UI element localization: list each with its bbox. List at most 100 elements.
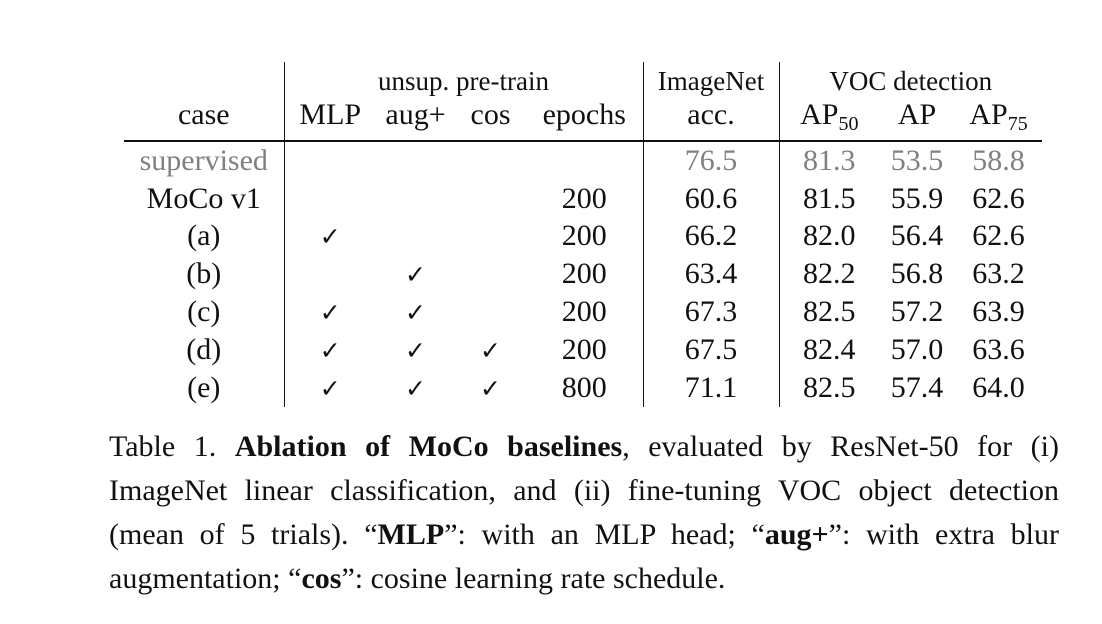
cell-cos bbox=[455, 255, 526, 293]
cell-mlp bbox=[283, 255, 376, 294]
table-row-moco-v1: MoCo v1 200 60.6 81.5 55.9 62.6 bbox=[124, 179, 1042, 218]
caption-text-3: ”: with extra blur augmentation; “ bbox=[109, 518, 1059, 595]
table-row-b: (b) ✓ 200 63.4 82.2 56.8 63.2 bbox=[124, 255, 1042, 294]
header-ap50-base: AP bbox=[800, 98, 839, 131]
check-mark-icon: ✓ bbox=[405, 260, 426, 290]
cell-ap50: 82.2 bbox=[778, 255, 880, 294]
group-imagenet: ImageNet bbox=[642, 62, 780, 100]
header-ap: AP bbox=[879, 100, 956, 142]
check-mark-icon: ✓ bbox=[405, 373, 426, 403]
group-voc-detection: VOC detection bbox=[778, 62, 1043, 100]
table-caption: Table 1. Ablation of MoCo baselines, eva… bbox=[109, 425, 1059, 601]
cell-ap75: 62.6 bbox=[972, 219, 1025, 253]
caption-term-cos: cos bbox=[301, 562, 342, 595]
cell-epochs: 200 bbox=[561, 295, 607, 329]
cell-mlp: ✓ bbox=[283, 330, 376, 369]
table-body: supervised 76.5 81.3 53.5 58.8 MoCo v1 2… bbox=[124, 141, 1042, 407]
cell-ap: 57.4 bbox=[890, 370, 944, 404]
check-mark-icon: ✓ bbox=[405, 298, 426, 328]
cell-case: supervised bbox=[139, 143, 268, 177]
header-ap75-subscript: 75 bbox=[1007, 113, 1028, 135]
cell-aug: ✓ bbox=[376, 255, 455, 293]
cell-ap: 57.2 bbox=[890, 295, 944, 329]
cell-ap: 53.5 bbox=[890, 143, 944, 177]
cell-ap50: 81.5 bbox=[778, 179, 880, 218]
cell-aug bbox=[376, 141, 455, 180]
cell-ap: 56.4 bbox=[890, 219, 944, 253]
check-mark-icon: ✓ bbox=[480, 335, 501, 365]
cell-ap50: 82.5 bbox=[778, 293, 880, 331]
caption-term-aug: aug+ bbox=[764, 518, 829, 551]
ablation-table-container: unsup. pre-train ImageNet VOC detection … bbox=[124, 62, 1043, 407]
cell-ap: 55.9 bbox=[890, 181, 944, 215]
header-acc: acc. bbox=[642, 100, 780, 142]
cell-case: MoCo v1 bbox=[146, 181, 261, 215]
cell-mlp bbox=[283, 179, 376, 218]
cell-ap50: 82.4 bbox=[778, 330, 880, 369]
header-epochs: epochs bbox=[526, 100, 644, 142]
cell-acc: 67.3 bbox=[642, 293, 780, 331]
cell-acc: 71.1 bbox=[642, 368, 780, 407]
cell-ap75: 63.9 bbox=[972, 295, 1025, 329]
cell-ap: 56.8 bbox=[890, 257, 944, 291]
cell-acc: 76.5 bbox=[642, 141, 780, 180]
header-case: case bbox=[124, 100, 284, 142]
cell-cos: ✓ bbox=[455, 331, 526, 369]
caption-title: Ablation of MoCo baselines bbox=[234, 430, 623, 463]
column-header-row: case MLP aug+ cos epochs acc. AP50 AP AP… bbox=[124, 98, 1043, 142]
check-mark-icon: ✓ bbox=[405, 335, 426, 365]
group-header-row: unsup. pre-train ImageNet VOC detection bbox=[124, 62, 1043, 100]
cell-mlp: ✓ bbox=[283, 293, 376, 331]
cell-acc: 67.5 bbox=[642, 330, 780, 369]
cell-aug: ✓ bbox=[376, 293, 455, 331]
header-ap75-base: AP bbox=[969, 98, 1008, 131]
cell-ap50: 82.5 bbox=[778, 368, 880, 407]
header-ap50-subscript: 50 bbox=[838, 113, 859, 135]
cell-cos: ✓ bbox=[455, 369, 526, 407]
cell-mlp: ✓ bbox=[283, 368, 376, 407]
header-ap75: AP75 bbox=[955, 98, 1043, 142]
group-unsup-pretrain: unsup. pre-train bbox=[283, 62, 644, 100]
ablation-table: unsup. pre-train ImageNet VOC detection … bbox=[124, 62, 1043, 407]
header-aug: aug+ bbox=[376, 100, 455, 142]
check-mark-icon: ✓ bbox=[319, 298, 341, 328]
cell-aug bbox=[376, 180, 455, 218]
check-mark-icon: ✓ bbox=[319, 222, 341, 252]
cell-case: (e) bbox=[187, 370, 221, 404]
cell-epochs: 200 bbox=[561, 257, 607, 291]
caption-text-2: ”: with an MLP head; “ bbox=[444, 518, 765, 551]
cell-case: (c) bbox=[187, 295, 221, 329]
cell-acc: 60.6 bbox=[642, 179, 780, 218]
cell-ap75: 63.6 bbox=[972, 332, 1025, 366]
cell-acc: 63.4 bbox=[642, 255, 780, 294]
cell-aug bbox=[376, 218, 455, 256]
table-row-a: (a) ✓ 200 66.2 82.0 56.4 62.6 bbox=[124, 217, 1042, 256]
cell-mlp: ✓ bbox=[283, 217, 376, 256]
check-mark-icon: ✓ bbox=[480, 373, 501, 403]
check-mark-icon: ✓ bbox=[319, 373, 341, 403]
cell-ap75: 63.2 bbox=[972, 257, 1025, 291]
caption-label: Table 1. bbox=[109, 430, 217, 463]
cell-ap75: 62.6 bbox=[972, 181, 1025, 215]
caption-term-mlp: MLP bbox=[377, 518, 445, 551]
cell-ap75: 64.0 bbox=[972, 370, 1025, 404]
caption-text-1: , evaluated by ResNet-50 for (i) ImageNe… bbox=[109, 430, 1060, 551]
cell-aug: ✓ bbox=[376, 331, 455, 369]
table-row-e: (e) ✓ ✓ ✓ 800 71.1 82.5 57.4 64.0 bbox=[124, 368, 1042, 407]
cell-acc: 66.2 bbox=[642, 217, 780, 256]
cell-epochs bbox=[526, 141, 643, 180]
cell-aug: ✓ bbox=[376, 369, 455, 407]
cell-epochs: 200 bbox=[561, 181, 607, 215]
cell-ap75: 58.8 bbox=[972, 143, 1025, 177]
cell-cos bbox=[455, 293, 526, 331]
cell-epochs: 200 bbox=[561, 332, 607, 366]
cell-cos bbox=[455, 180, 526, 218]
cell-epochs: 800 bbox=[561, 370, 607, 404]
cell-ap: 57.0 bbox=[890, 332, 944, 366]
cell-case: (b) bbox=[186, 257, 222, 291]
check-mark-icon: ✓ bbox=[319, 335, 341, 365]
table-row-supervised: supervised 76.5 81.3 53.5 58.8 bbox=[124, 141, 1042, 180]
cell-ap50: 82.0 bbox=[778, 217, 880, 256]
cell-mlp bbox=[283, 141, 376, 180]
cell-cos bbox=[455, 141, 526, 180]
